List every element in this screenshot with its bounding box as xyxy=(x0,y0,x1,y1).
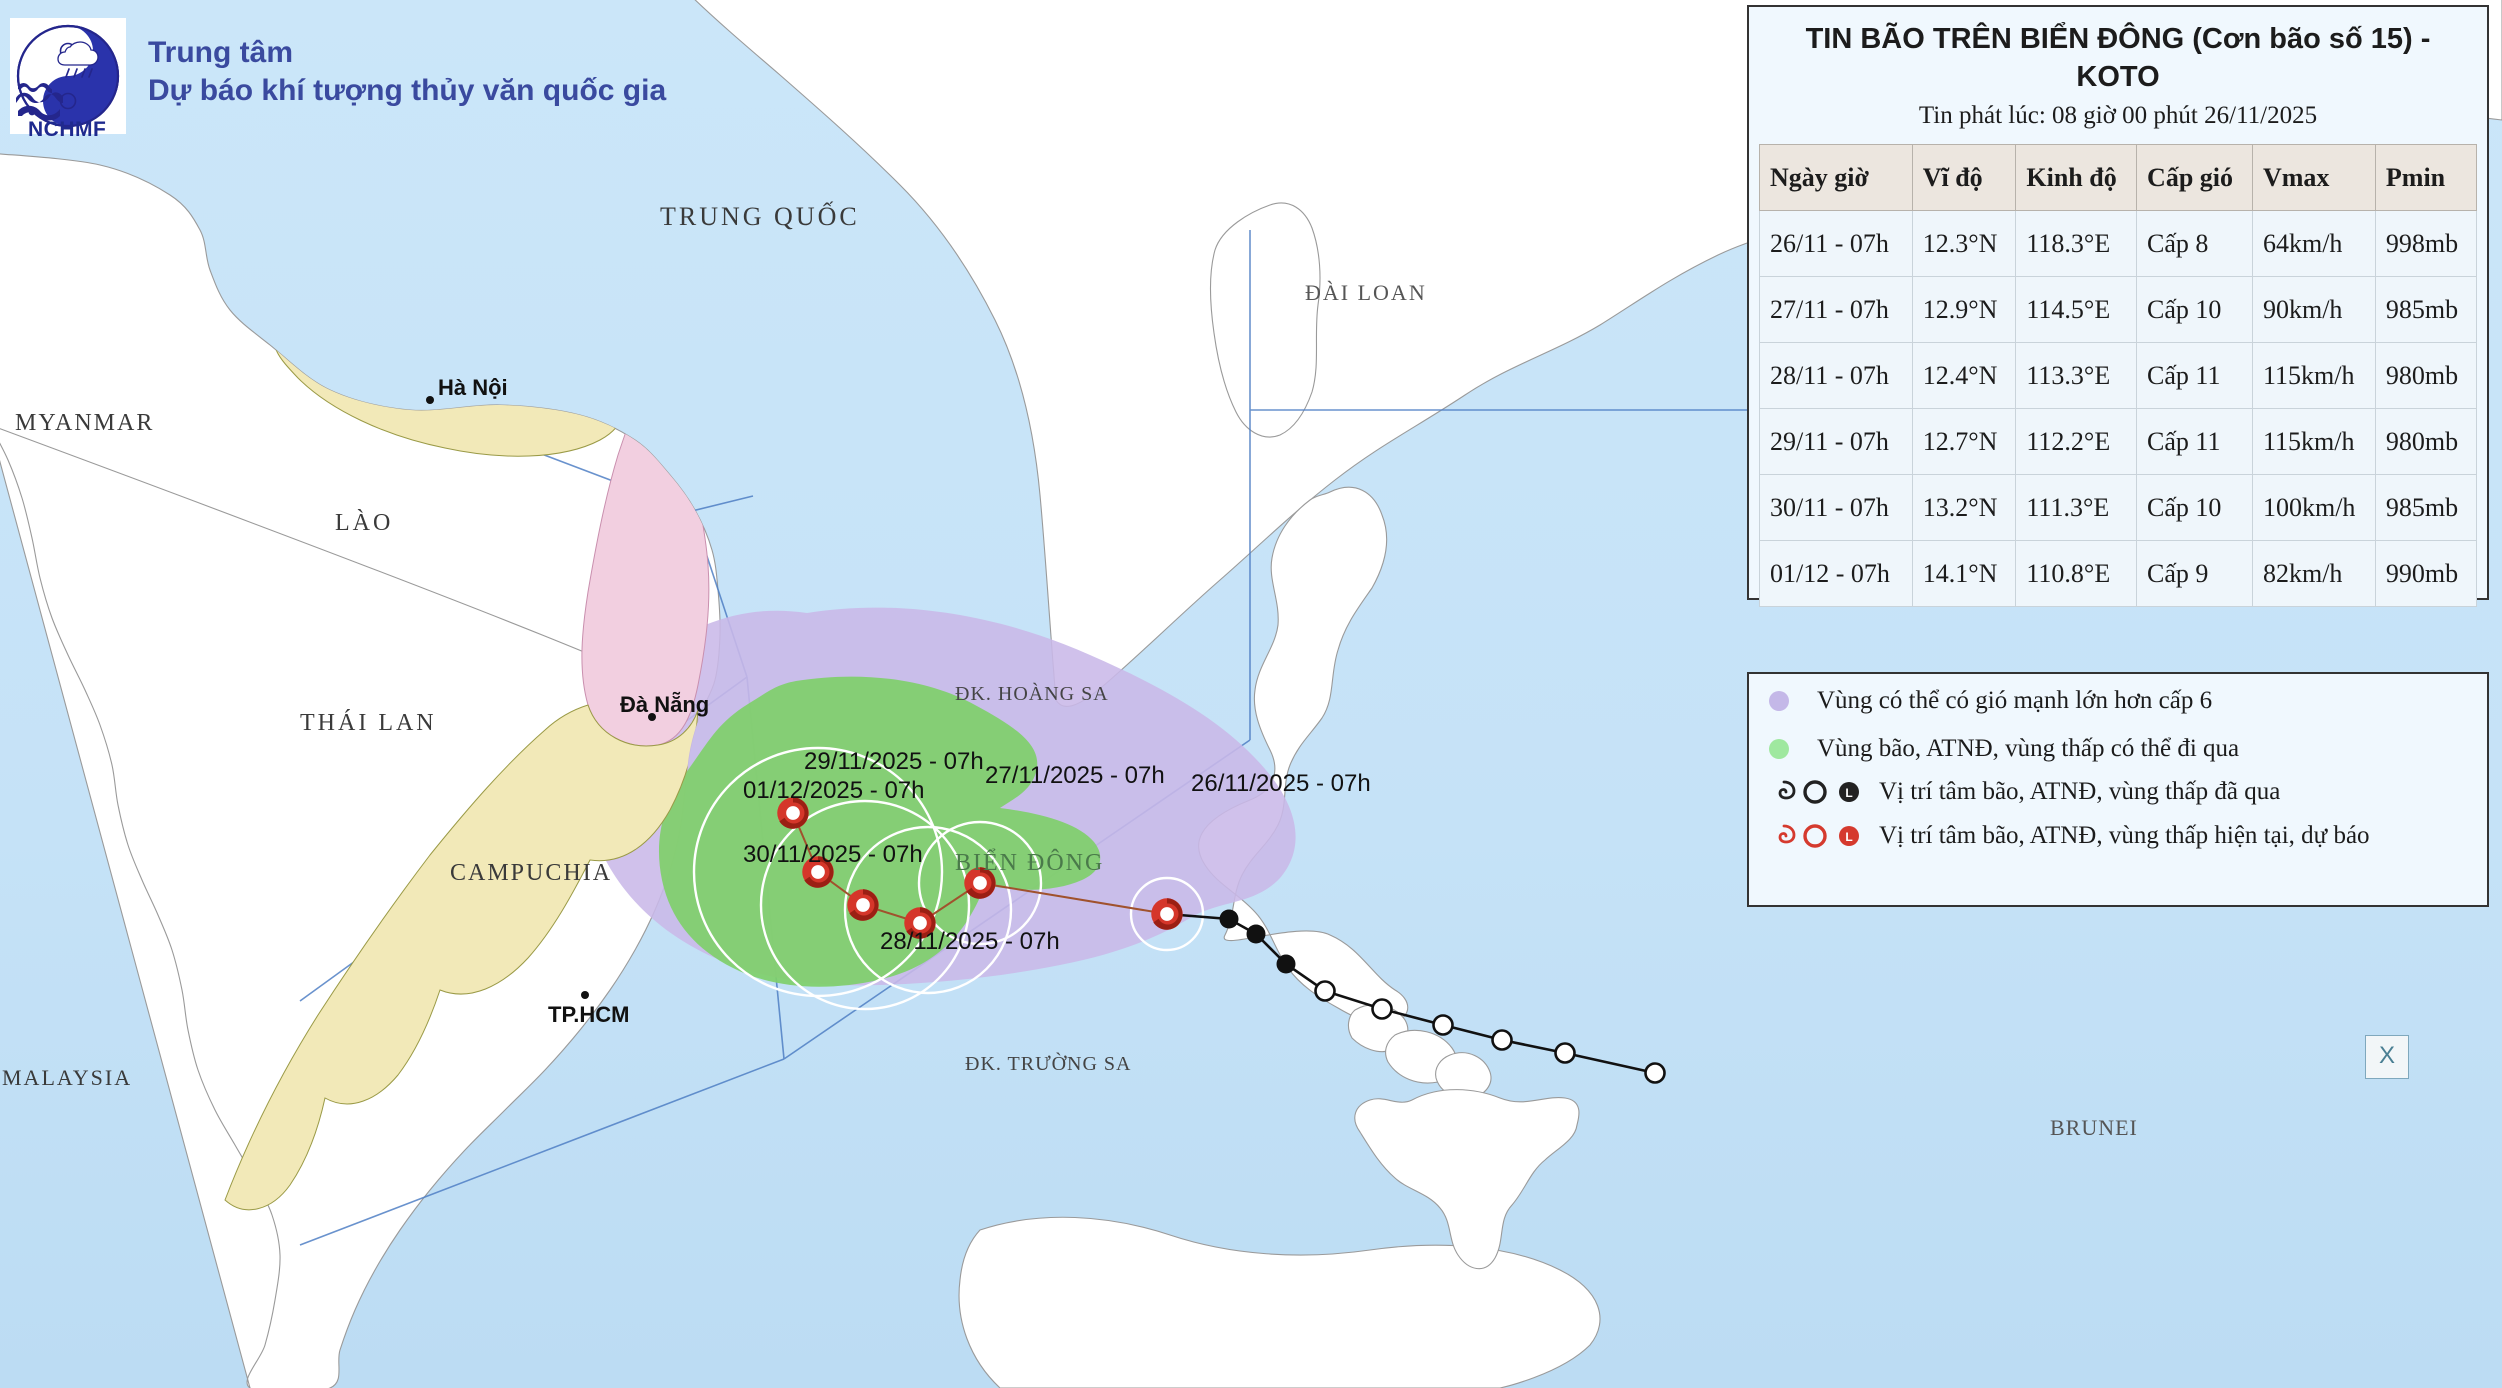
svg-text:ĐK. TRƯỜNG SA: ĐK. TRƯỜNG SA xyxy=(965,1051,1132,1075)
svg-text:BRUNEI: BRUNEI xyxy=(2050,1115,2138,1140)
svg-text:ĐÀI LOAN: ĐÀI LOAN xyxy=(1305,280,1427,305)
svg-text:27/11/2025 - 07h: 27/11/2025 - 07h xyxy=(985,762,1165,789)
svg-text:THÁI LAN: THÁI LAN xyxy=(300,710,437,736)
svg-text:CAMPUCHIA: CAMPUCHIA xyxy=(450,860,612,886)
svg-text:TP.HCM: TP.HCM xyxy=(548,1002,630,1027)
svg-text:01/12/2025 - 07h: 01/12/2025 - 07h xyxy=(743,777,925,804)
svg-text:BIỂN ĐÔNG: BIỂN ĐÔNG xyxy=(955,849,1104,876)
svg-text:L: L xyxy=(1845,786,1852,800)
svg-text:30/11/2025 - 07h: 30/11/2025 - 07h xyxy=(743,841,923,868)
svg-text:L: L xyxy=(1845,830,1852,844)
svg-text:26/11/2025 - 07h: 26/11/2025 - 07h xyxy=(1191,770,1371,797)
svg-text:ĐK. HOÀNG SA: ĐK. HOÀNG SA xyxy=(955,682,1109,705)
svg-text:TRUNG QUỐC: TRUNG QUỐC xyxy=(660,202,860,231)
svg-text:LÀO: LÀO xyxy=(335,510,393,536)
svg-text:MYANMAR: MYANMAR xyxy=(15,410,154,436)
svg-text:29/11/2025 - 07h: 29/11/2025 - 07h xyxy=(804,748,984,775)
svg-text:Đà Nẵng: Đà Nẵng xyxy=(620,692,709,717)
svg-text:MALAYSIA: MALAYSIA xyxy=(2,1065,132,1090)
svg-text:28/11/2025 - 07h: 28/11/2025 - 07h xyxy=(880,928,1060,955)
svg-text:Hà Nội: Hà Nội xyxy=(438,375,508,400)
